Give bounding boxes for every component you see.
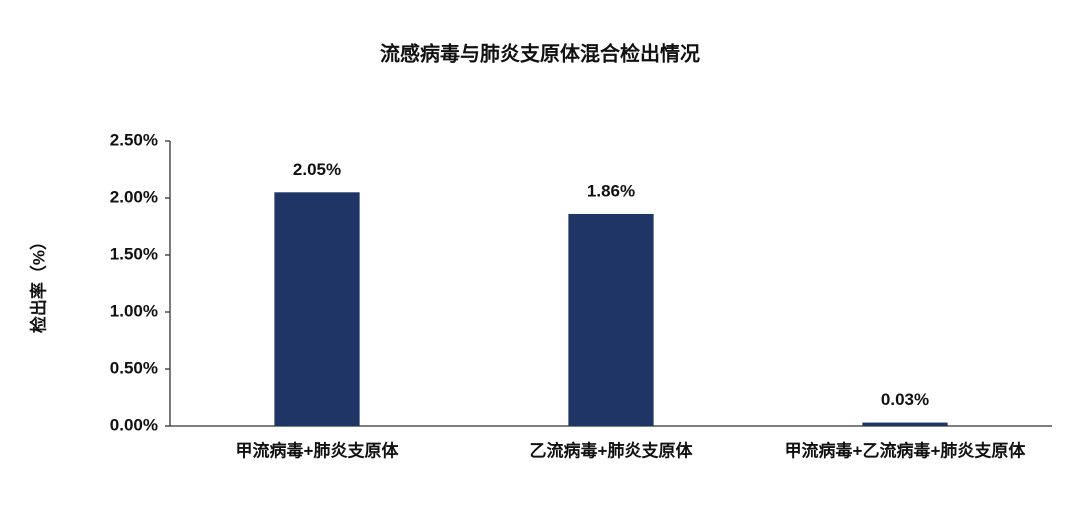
value-label: 0.03% xyxy=(881,390,929,409)
y-axis-title: 检出率（%） xyxy=(28,233,48,333)
y-tick-label: 1.00% xyxy=(110,301,158,320)
x-tick-label: 甲流病毒+乙流病毒+肺炎支原体 xyxy=(785,440,1027,460)
bar xyxy=(862,422,948,426)
y-tick-label: 2.50% xyxy=(110,130,158,149)
chart-title: 流感病毒与肺炎支原体混合检出情况 xyxy=(380,41,700,65)
bar xyxy=(568,213,654,426)
y-tick-label: 0.00% xyxy=(110,415,158,434)
y-tick-label: 0.50% xyxy=(110,358,158,377)
y-tick-label: 1.50% xyxy=(110,244,158,263)
x-tick-label: 甲流病毒+肺炎支原体 xyxy=(236,440,400,460)
bar xyxy=(274,192,360,426)
value-label: 1.86% xyxy=(587,181,635,200)
value-label: 2.05% xyxy=(293,160,341,179)
y-tick-label: 2.00% xyxy=(110,187,158,206)
x-tick-label: 乙流病毒+肺炎支原体 xyxy=(530,440,694,460)
